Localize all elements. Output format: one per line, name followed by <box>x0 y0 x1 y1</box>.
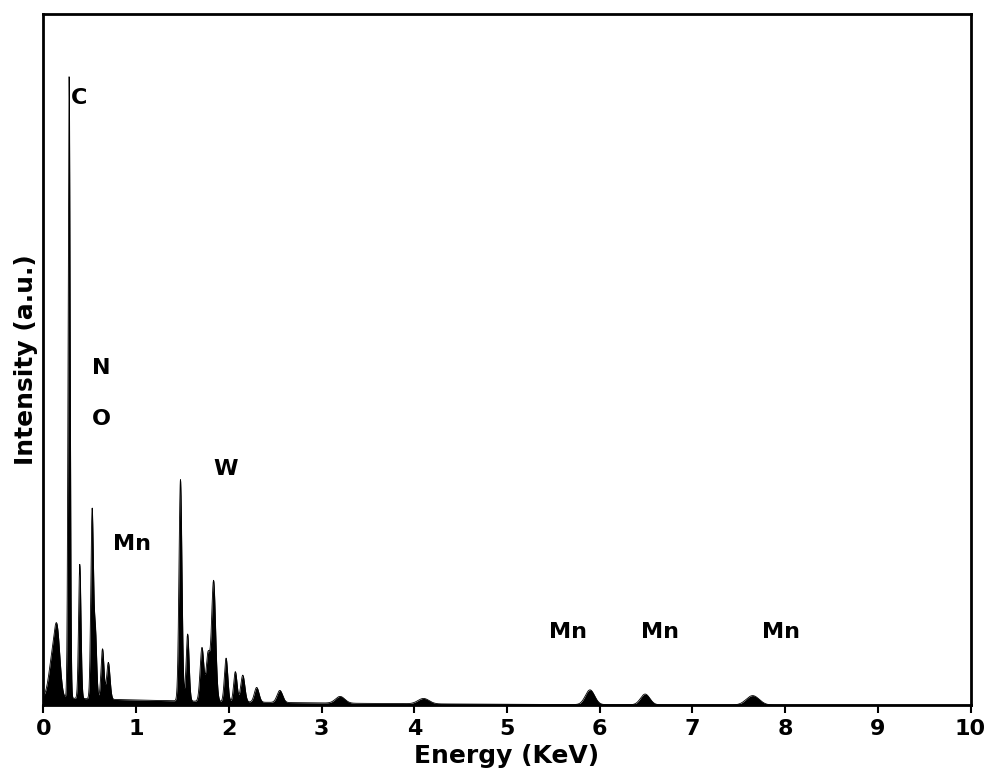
Text: W: W <box>213 459 238 479</box>
Text: Mn: Mn <box>762 622 800 643</box>
Y-axis label: Intensity (a.u.): Intensity (a.u.) <box>14 254 38 465</box>
X-axis label: Energy (KeV): Energy (KeV) <box>414 744 600 768</box>
Text: C: C <box>71 88 88 108</box>
Text: Mn: Mn <box>549 622 587 643</box>
Text: Mn: Mn <box>641 622 679 643</box>
Text: O: O <box>92 409 111 429</box>
Text: N: N <box>92 358 110 378</box>
Text: Mn: Mn <box>113 534 151 554</box>
